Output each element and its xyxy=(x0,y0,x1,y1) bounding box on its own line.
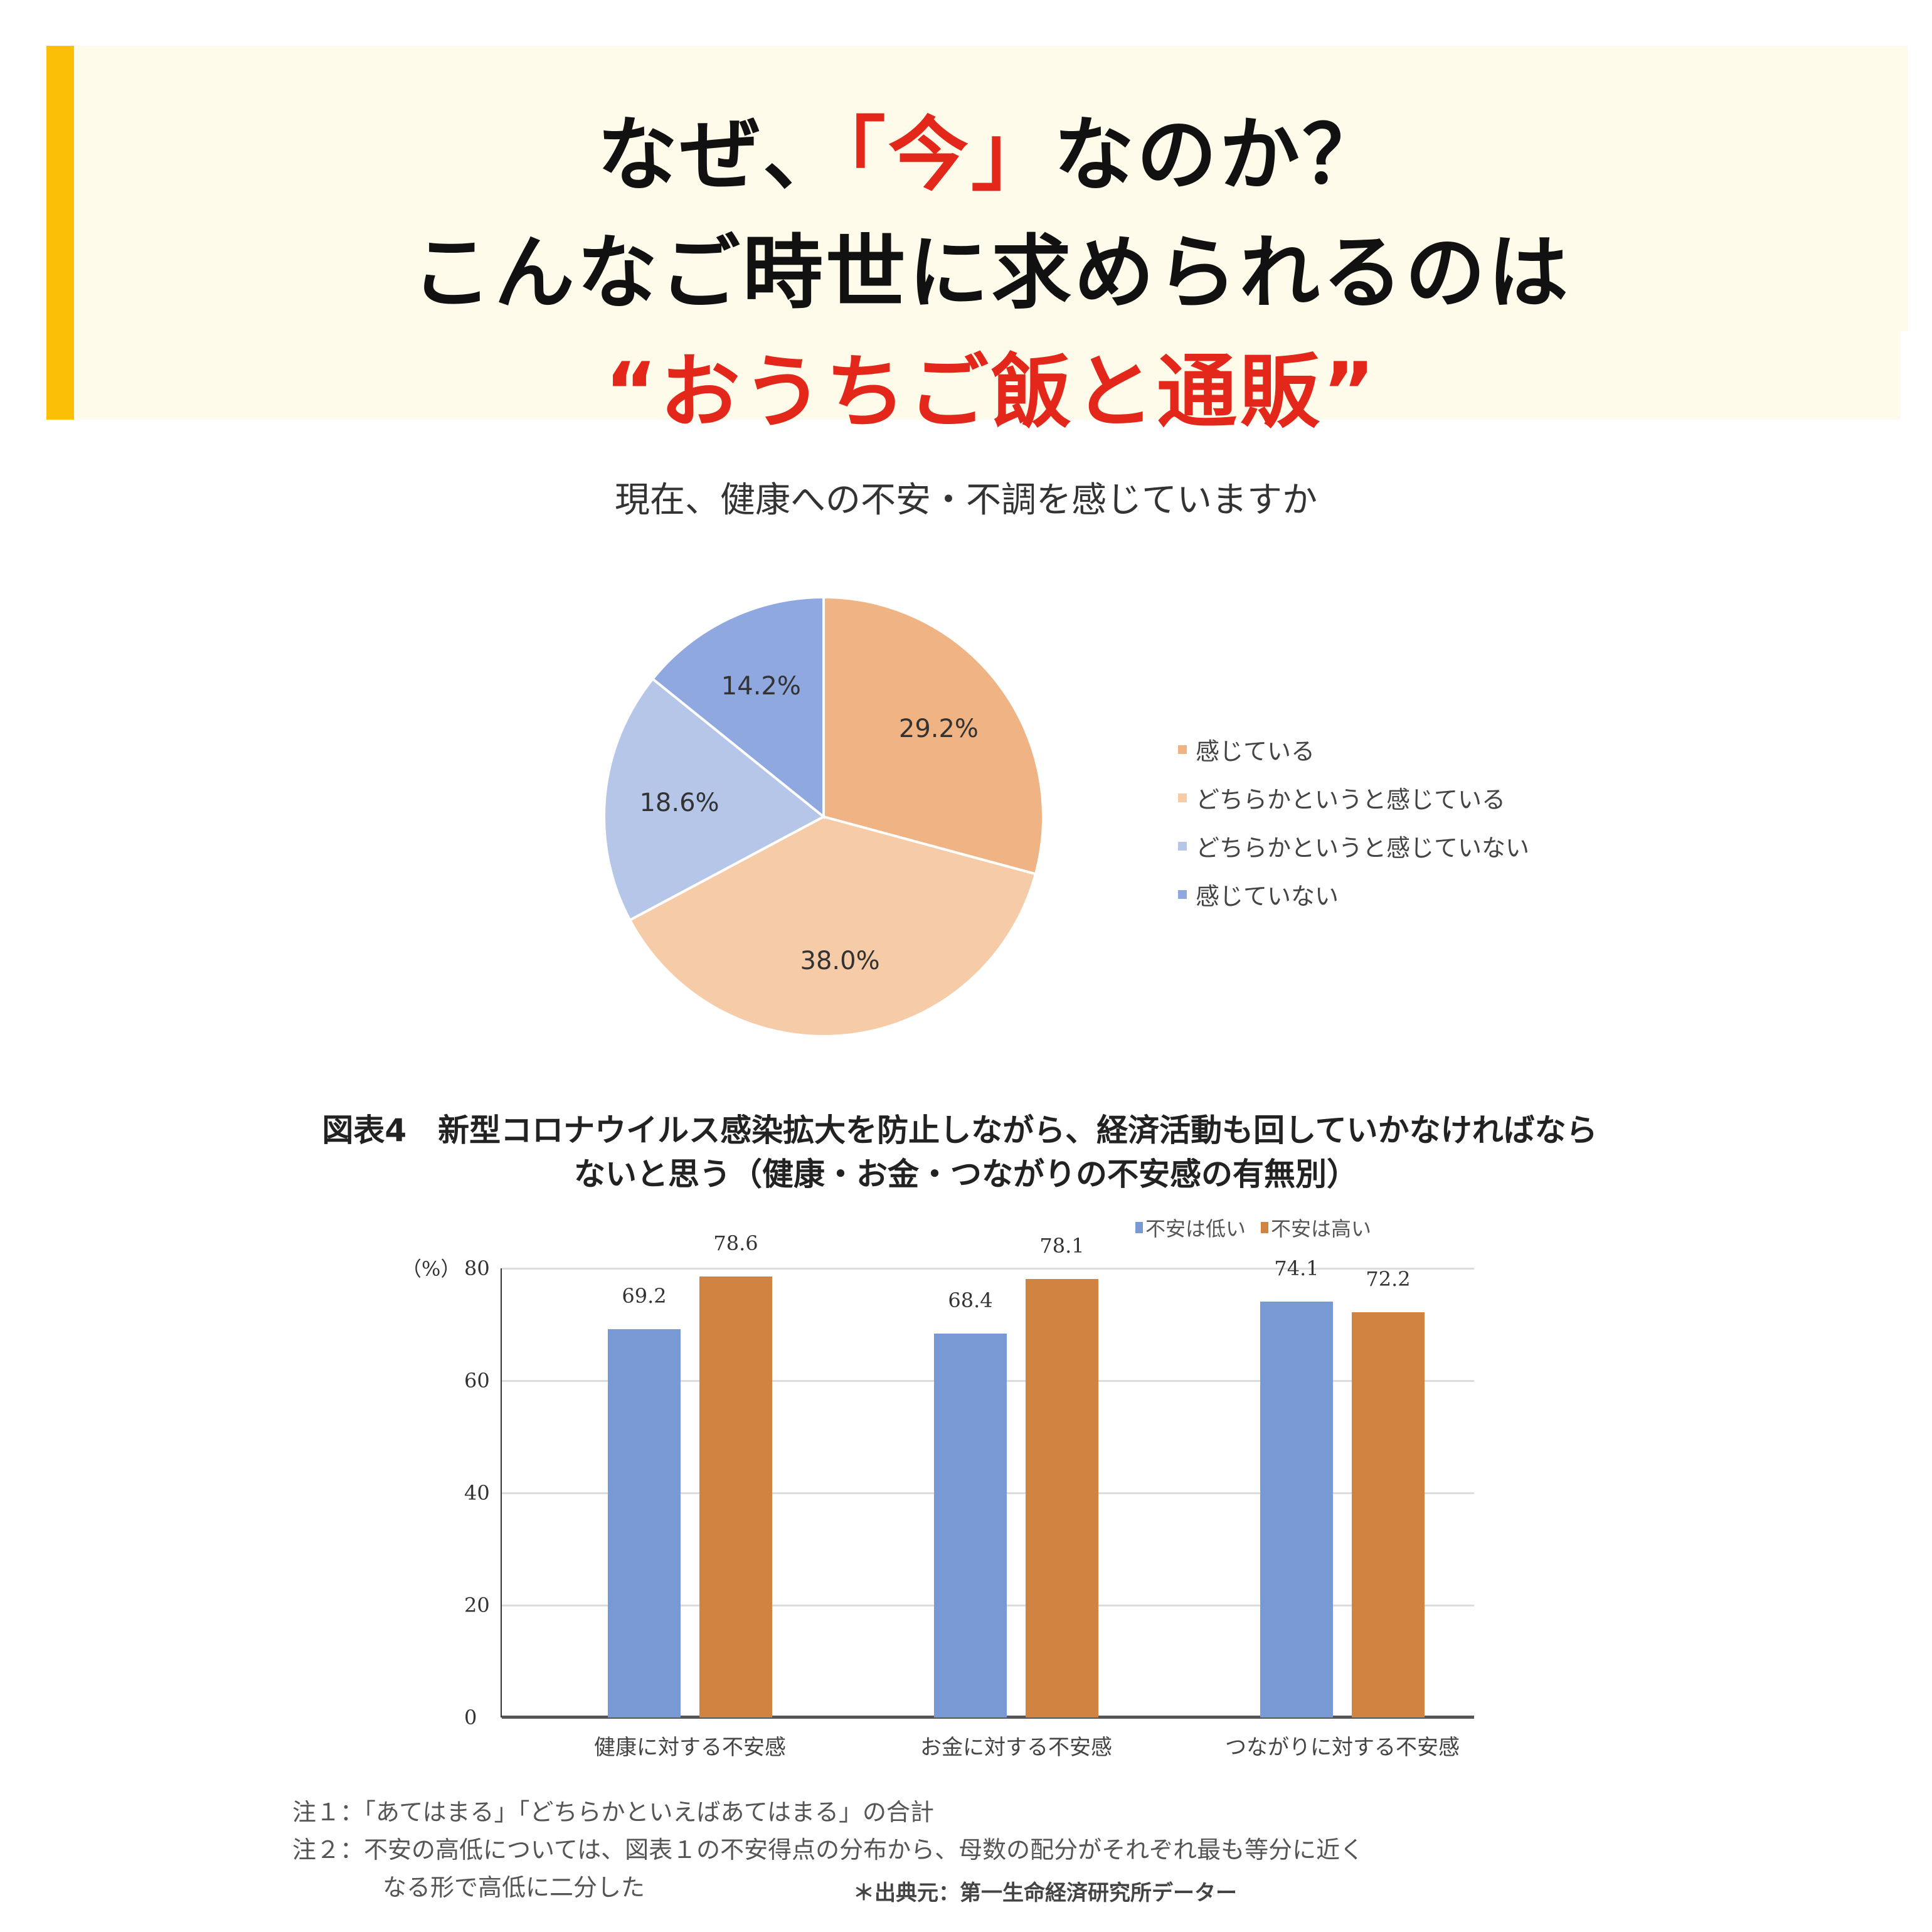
bar-value-label: 69.2 xyxy=(622,1283,667,1308)
pie-legend-item: どちらかというと感じていない xyxy=(1178,822,1529,870)
y-tick-label: 80 xyxy=(464,1256,490,1280)
bar xyxy=(934,1333,1007,1717)
bar-value-label: 74.1 xyxy=(1274,1256,1319,1280)
pie-slice-label: 18.6% xyxy=(639,788,719,818)
x-category-label: お金に対する不安感 xyxy=(920,1735,1112,1760)
headline-line-1: なぜ、「今」なのか？ xyxy=(74,90,1908,206)
headline-highlight: 「今」 xyxy=(845,109,1054,202)
legend-swatch-icon xyxy=(1135,1222,1143,1233)
bar-chart-title-line-2: ないと思う（健康・お金・つながりの不安感の有無別） xyxy=(574,1156,1358,1192)
legend-label: どちらかというと感じている xyxy=(1196,786,1506,814)
y-tick-label: 20 xyxy=(464,1593,490,1617)
pie-svg xyxy=(603,595,1044,1038)
pie-slice-label: 38.0% xyxy=(800,946,880,975)
y-axis xyxy=(501,1268,502,1717)
bar xyxy=(1026,1279,1098,1717)
bar xyxy=(1352,1312,1425,1717)
bar-value-label: 72.2 xyxy=(1366,1266,1411,1291)
header-banner: なぜ、「今」なのか？ こんなご時世に求められるのは “おうちご飯と通販” xyxy=(46,46,1908,439)
bar xyxy=(699,1276,772,1717)
bar-legend-item: 不安は高い xyxy=(1261,1213,1371,1242)
bar-legend: 不安は低い 不安は高い xyxy=(1135,1213,1371,1242)
pie-slice xyxy=(603,677,826,922)
pie-chart xyxy=(603,595,1044,1038)
legend-label: 不安は高い xyxy=(1271,1217,1372,1241)
legend-swatch-icon xyxy=(1178,889,1187,899)
bar-chart-plot xyxy=(501,1268,1474,1719)
pie-slice-label: 14.2% xyxy=(721,671,801,701)
y-axis-unit: （%） xyxy=(401,1257,461,1281)
pie-slice xyxy=(650,595,825,820)
banner-notch xyxy=(1901,331,1908,420)
pie-slice xyxy=(628,815,1038,1038)
pie-legend-item: 感じていない xyxy=(1178,870,1529,918)
bar-value-label: 68.4 xyxy=(948,1288,993,1312)
y-tick-label: 60 xyxy=(464,1369,490,1393)
pie-slice xyxy=(822,595,1044,876)
legend-label: 感じている xyxy=(1196,738,1315,765)
pie-legend-item: どちらかというと感じている xyxy=(1178,773,1529,822)
pie-chart-title: 現在、健康への不安・不調を感じていますか xyxy=(615,480,1317,521)
legend-swatch-icon xyxy=(1178,745,1187,754)
bar xyxy=(608,1329,681,1717)
legend-label: 感じていない xyxy=(1196,883,1339,910)
y-tick-label: 40 xyxy=(464,1481,490,1505)
bar-value-label: 78.1 xyxy=(1039,1234,1085,1258)
legend-label: どちらかというと感じていない xyxy=(1196,834,1530,862)
note-2: 注２：不安の高低については、図表１の不安得点の分布から、母数の配分がそれぞれ最も… xyxy=(292,1836,1364,1864)
legend-label: 不安は低い xyxy=(1145,1217,1246,1241)
legend-swatch-icon xyxy=(1178,841,1187,851)
note-1: 注１：「あてはまる」「どちらかといえばあてはまる」の合計 xyxy=(292,1798,934,1826)
pie-legend-item: 感じている xyxy=(1178,725,1529,773)
accent-bar xyxy=(46,46,74,420)
headline-text: なぜ、 xyxy=(597,109,846,202)
bar xyxy=(1260,1301,1333,1717)
note-2-continued: なる形で高低に二分した xyxy=(383,1874,645,1901)
bar-chart-title-line-1: 図表4 新型コロナウイルス感染拡大を防止しながら、経済活動も回していかなければな… xyxy=(322,1112,1598,1149)
bar-value-label: 78.6 xyxy=(713,1231,758,1255)
headline-line-3: “おうちご飯と通販” xyxy=(604,346,1378,439)
y-tick-label: 0 xyxy=(464,1706,477,1729)
x-category-label: 健康に対する不安感 xyxy=(594,1735,786,1760)
headline-line-2: こんなご時世に求められるのは xyxy=(411,226,1571,320)
gridline xyxy=(502,1268,1474,1270)
headline-text: なのか？ xyxy=(1054,109,1386,202)
legend-swatch-icon xyxy=(1178,793,1187,802)
pie-slice-label: 29.2% xyxy=(898,714,979,743)
source-credit: ＊出典元：第一生命経済研究所データー xyxy=(853,1881,1237,1906)
pie-legend: 感じているどちらかというと感じている どちらかというと感じていない 感じていない xyxy=(1178,725,1529,918)
legend-swatch-icon xyxy=(1261,1222,1269,1233)
bar-legend-item: 不安は低い xyxy=(1135,1213,1246,1242)
x-category-label: つながりに対する不安感 xyxy=(1225,1735,1460,1760)
